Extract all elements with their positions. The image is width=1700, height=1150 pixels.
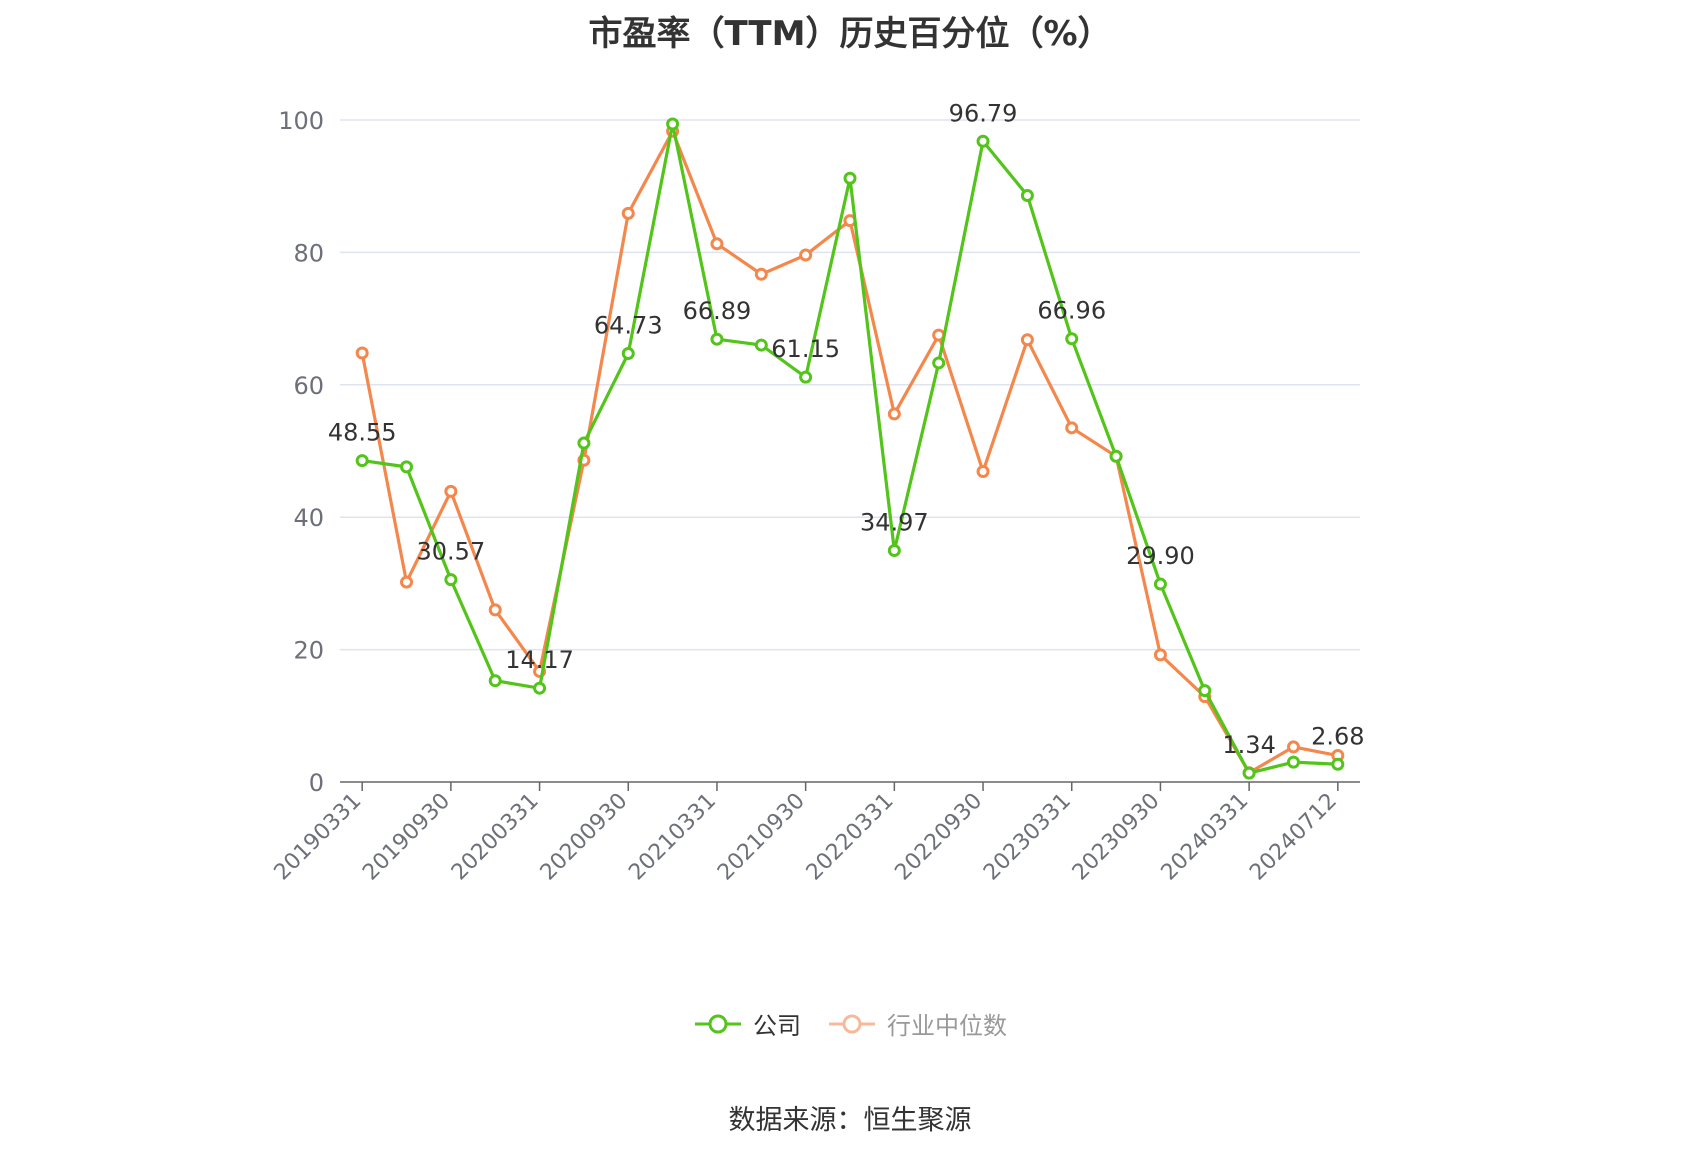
y-tick-label: 0 bbox=[309, 769, 324, 797]
legend-company-marker-icon bbox=[695, 1014, 741, 1033]
y-tick-label: 20 bbox=[293, 637, 324, 665]
legend: 公司 行业中位数 bbox=[0, 1006, 1700, 1041]
x-tick-label: 20230331 bbox=[979, 789, 1076, 886]
company-point bbox=[887, 543, 901, 557]
company-point bbox=[1065, 332, 1079, 346]
y-tick-label: 100 bbox=[278, 107, 324, 135]
y-tick-label: 60 bbox=[293, 372, 324, 400]
company-point bbox=[488, 674, 502, 688]
legend-item-industry[interactable]: 行业中位数 bbox=[827, 1006, 1007, 1041]
industry-point bbox=[799, 248, 813, 262]
industry-point bbox=[1153, 648, 1167, 662]
industry-point bbox=[976, 465, 990, 479]
x-tick-label: 20240331 bbox=[1157, 789, 1254, 886]
company-data-label: 1.34 bbox=[1222, 731, 1275, 759]
company-point bbox=[444, 573, 458, 587]
company-point bbox=[754, 338, 768, 352]
x-tick-label: 20220331 bbox=[802, 789, 899, 886]
chart-title: 市盈率（TTM）历史百分位（%） bbox=[588, 14, 1112, 54]
x-tick-label: 20190930 bbox=[358, 789, 455, 886]
industry-series-line bbox=[360, 129, 1339, 775]
company-point bbox=[1331, 757, 1345, 771]
industry-point bbox=[444, 484, 458, 498]
company-point bbox=[533, 681, 547, 695]
company-point bbox=[976, 134, 990, 148]
company-point bbox=[1020, 188, 1034, 202]
x-tick-label: 20230930 bbox=[1068, 789, 1165, 886]
industry-point bbox=[887, 407, 901, 421]
series-lines bbox=[355, 117, 1345, 780]
company-data-label: 2.68 bbox=[1311, 722, 1364, 750]
industry-point bbox=[1020, 333, 1034, 347]
legend-industry-marker-icon bbox=[829, 1014, 875, 1033]
x-tick-label: 20240712 bbox=[1245, 789, 1342, 886]
company-point bbox=[355, 454, 369, 468]
company-data-label: 14.17 bbox=[505, 646, 574, 674]
company-point bbox=[932, 356, 946, 370]
grid-lines bbox=[340, 119, 1360, 651]
x-tick-label: 20220930 bbox=[890, 789, 987, 886]
company-point bbox=[843, 171, 857, 185]
legend-label-company: 公司 bbox=[753, 1012, 801, 1040]
company-data-label: 30.57 bbox=[417, 538, 486, 566]
company-point bbox=[400, 460, 414, 474]
company-data-label: 96.79 bbox=[949, 99, 1018, 127]
x-tick-label: 20210331 bbox=[624, 789, 721, 886]
x-tick-label: 20210930 bbox=[713, 789, 810, 886]
legend-item-company[interactable]: 公司 bbox=[693, 1006, 801, 1041]
y-tick-label: 80 bbox=[293, 239, 324, 267]
company-point bbox=[1242, 766, 1256, 780]
industry-point bbox=[355, 346, 369, 360]
company-data-label: 48.55 bbox=[328, 419, 397, 447]
industry-point bbox=[1065, 421, 1079, 435]
company-data-label: 61.15 bbox=[771, 335, 840, 363]
company-point bbox=[666, 117, 680, 131]
y-tick-label: 40 bbox=[293, 504, 324, 532]
x-tick-label: 20200331 bbox=[447, 789, 544, 886]
company-point bbox=[577, 436, 591, 450]
company-data-label: 66.96 bbox=[1037, 297, 1106, 325]
industry-point bbox=[488, 603, 502, 617]
industry-point bbox=[621, 206, 635, 220]
company-point bbox=[1109, 449, 1123, 463]
company-point bbox=[621, 346, 635, 360]
industry-point bbox=[1286, 740, 1300, 754]
x-tick-label: 20190331 bbox=[270, 789, 367, 886]
company-point bbox=[1153, 577, 1167, 591]
data-labels: 48.55 30.57 14.17 64.73 66.89 61.15 34.97 96.79… bbox=[328, 99, 1365, 759]
company-data-label: 29.90 bbox=[1126, 542, 1195, 570]
company-point bbox=[1286, 755, 1300, 769]
company-data-label: 34.97 bbox=[860, 508, 929, 536]
industry-point bbox=[400, 575, 414, 589]
industry-point bbox=[710, 237, 724, 251]
source-note: 数据来源：恒生聚源 bbox=[728, 1105, 972, 1136]
company-data-label: 64.73 bbox=[594, 311, 663, 339]
axes: 0 20 40 60 80 100 2019033120190930202003312020… bbox=[270, 107, 1360, 885]
company-data-label: 66.89 bbox=[683, 297, 752, 325]
company-point bbox=[799, 370, 813, 384]
legend-label-industry: 行业中位数 bbox=[887, 1012, 1007, 1040]
company-point bbox=[1198, 684, 1212, 698]
x-tick-label: 20200930 bbox=[536, 789, 633, 886]
company-point bbox=[710, 332, 724, 346]
industry-point bbox=[754, 267, 768, 281]
